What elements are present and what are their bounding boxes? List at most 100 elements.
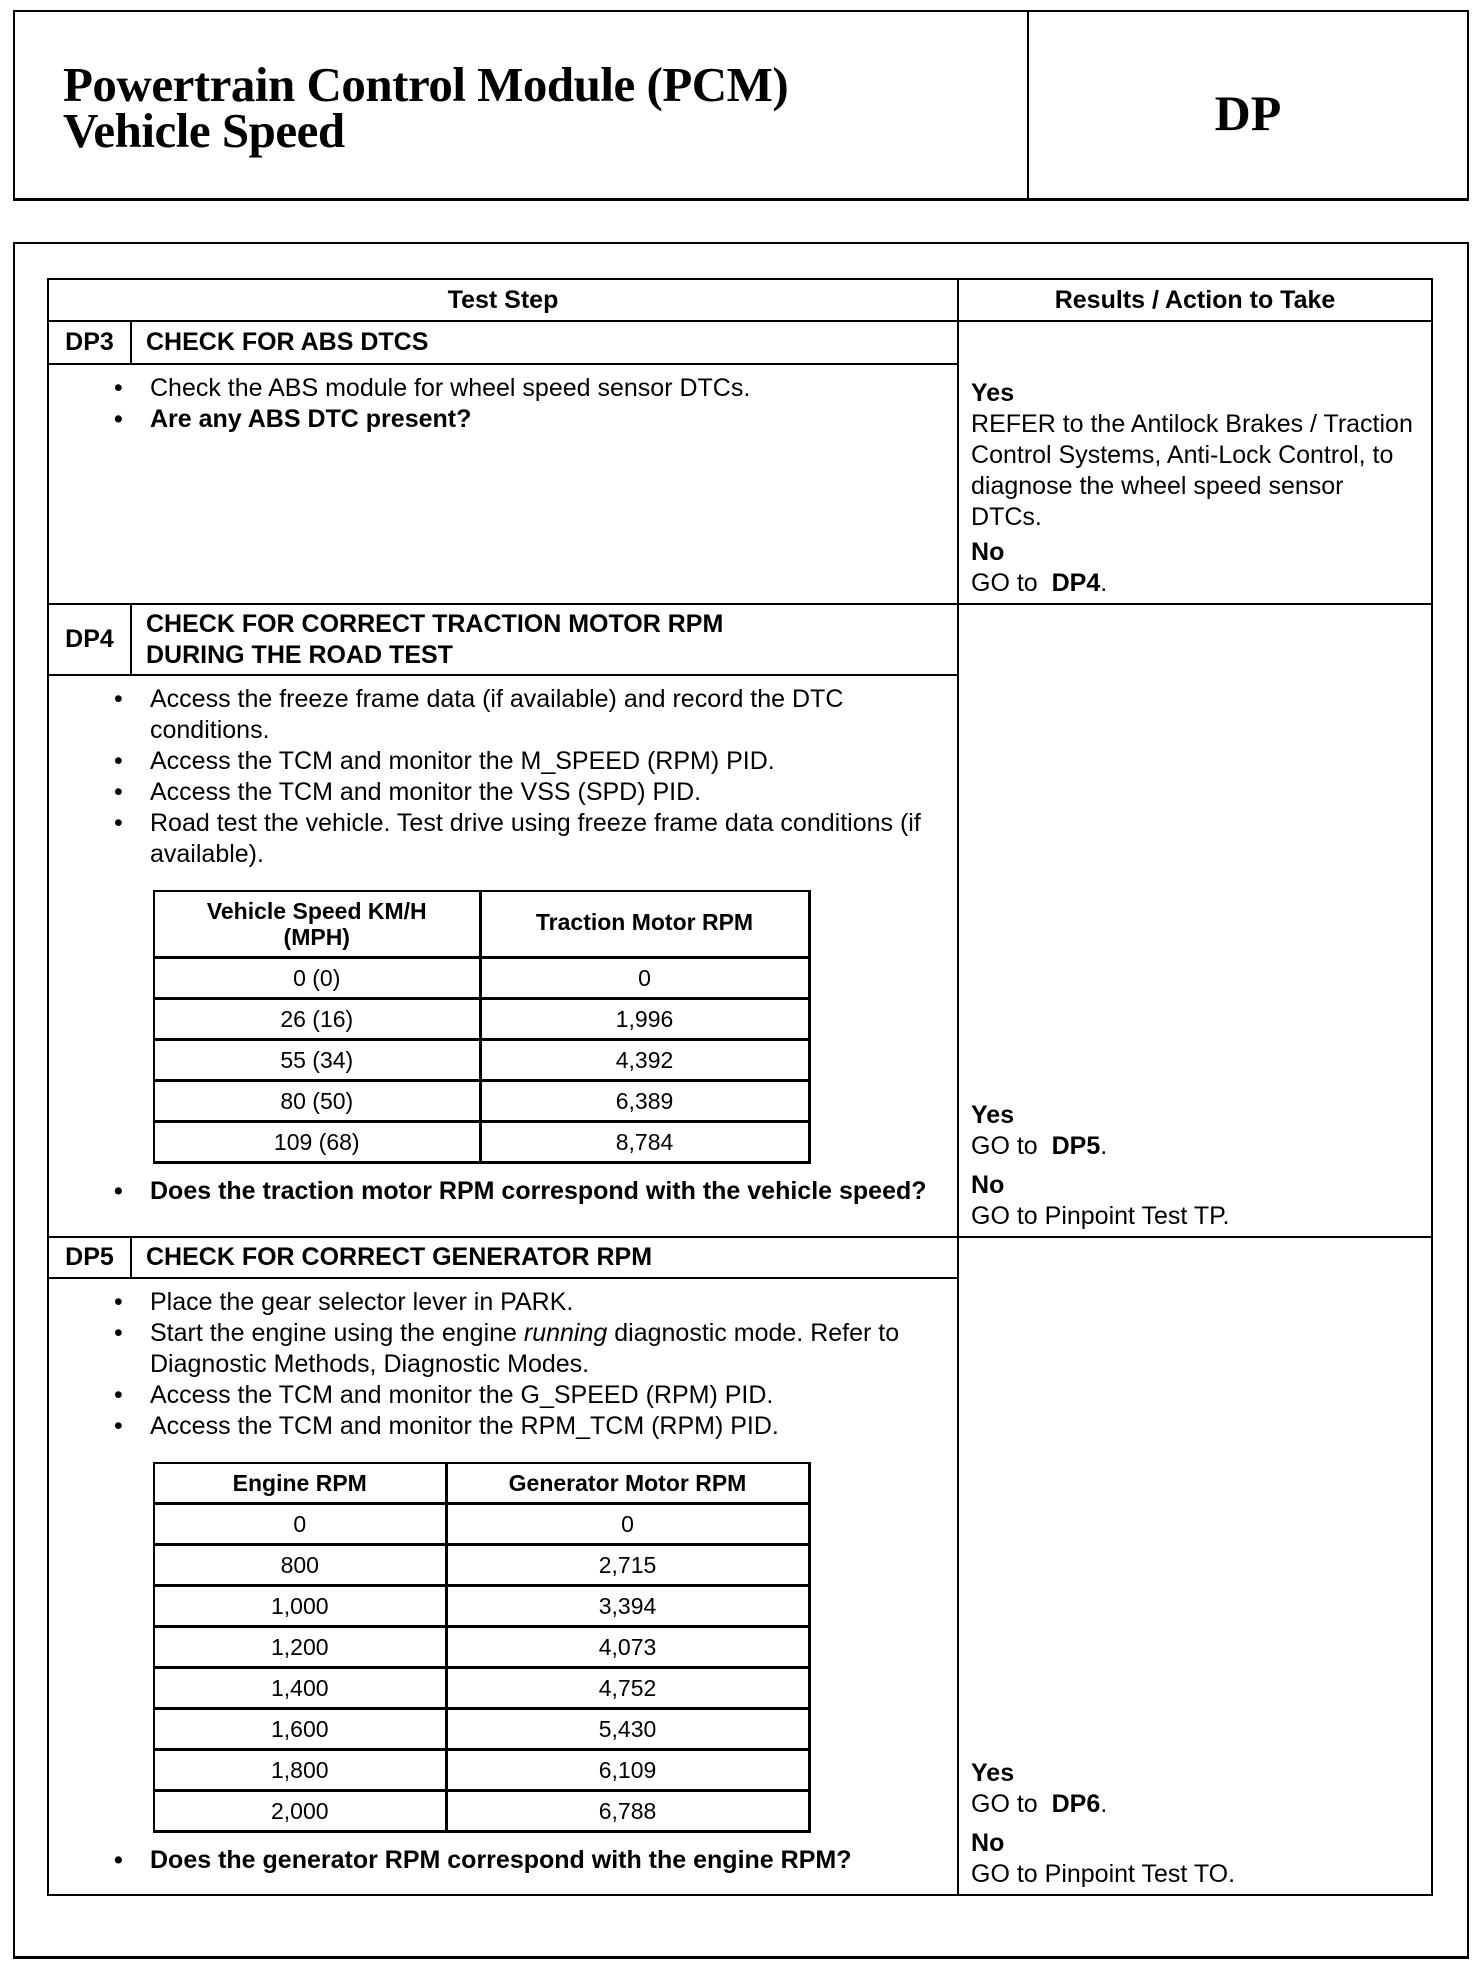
table-row: 1,800 6,109	[153, 1748, 811, 1792]
bullet-item: Place the gear selector lever in PARK.	[114, 1287, 937, 1318]
punct: .	[1100, 1790, 1108, 1818]
cell: 6,109	[445, 1748, 811, 1792]
table-row: 109 (68) 8,784	[153, 1120, 811, 1164]
cell: 6,389	[479, 1079, 811, 1123]
cell: 8,784	[479, 1120, 811, 1164]
cell: 3,394	[445, 1584, 811, 1628]
speed-rpm-table: Vehicle Speed KM/H (MPH) Traction Motor R…	[153, 890, 811, 1164]
bullet-item: Start the engine using the engine runnin…	[114, 1318, 937, 1380]
step-header-dp3: DP3 CHECK FOR ABS DTCS Yes REFER to the …	[47, 320, 1434, 605]
goto-link[interactable]: DP4	[1051, 569, 1101, 597]
step-question: Does the generator RPM correspond with t…	[114, 1845, 937, 1876]
text: diagnostic mode. Refer to Diagnostic Met…	[150, 1319, 900, 1378]
step-results: Yes GO to DP6. No GO to Pinpoint Test TO…	[957, 1236, 1434, 1896]
step-body-dp5: Place the gear selector lever in PARK. S…	[46, 1277, 1432, 1896]
bullet-item: Access the TCM and monitor the M_SPEED (…	[114, 746, 937, 777]
bullet-item: Check the ABS module for wheel speed sen…	[114, 373, 937, 404]
col-traction-rpm: Traction Motor RPM	[479, 890, 811, 959]
header-divider	[1027, 12, 1029, 198]
yes-label: Yes	[971, 1101, 1015, 1129]
cell: 26 (16)	[153, 997, 482, 1041]
cell: 0	[479, 956, 811, 1000]
test-step-table: Test Step Results / Action to Take DP3 C…	[46, 278, 1434, 1896]
cell: 2,000	[153, 1789, 448, 1833]
content-frame	[13, 242, 1469, 1959]
cell: 800	[153, 1543, 448, 1587]
step-number: DP5	[47, 1236, 132, 1279]
section-code: DP	[1214, 85, 1282, 141]
cell: 0	[153, 1502, 448, 1546]
table-row: 1,400 4,752	[153, 1666, 811, 1710]
step-body-dp3: Check the ABS module for wheel speed sen…	[46, 363, 1432, 605]
no-action: GO to Pinpoint Test TP.	[971, 1202, 1230, 1230]
cell: 4,752	[445, 1666, 811, 1710]
step-question: Does the traction motor RPM correspond w…	[114, 1176, 937, 1207]
bullet-item: Access the TCM and monitor the VSS (SPD)…	[114, 777, 937, 808]
col-generator-rpm: Generator Motor RPM	[445, 1462, 811, 1505]
cell: 0 (0)	[153, 956, 482, 1000]
yes-action: GO to DP5.	[971, 1131, 1419, 1162]
no-action: GO to Pinpoint Test TO.	[971, 1860, 1236, 1888]
table-header-row: Test Step Results / Action to Take	[46, 278, 1434, 322]
bullet-item: Road test the vehicle. Test drive using …	[114, 808, 937, 870]
col-results: Results / Action to Take	[957, 278, 1434, 322]
step-results: Yes REFER to the Antilock Brakes / Tract…	[957, 320, 1434, 605]
title-line-1: Powertrain Control Module (PCM)	[63, 57, 789, 112]
cell: 4,392	[479, 1038, 811, 1082]
goto-text: GO to	[971, 1790, 1038, 1818]
cell: 109 (68)	[153, 1120, 482, 1164]
cell: 6,788	[445, 1789, 811, 1833]
cell: 4,073	[445, 1625, 811, 1669]
page-header: Powertrain Control Module (PCM) Vehicle …	[13, 10, 1469, 201]
step-header-dp5: DP5 CHECK FOR CORRECT GENERATOR RPM Yes …	[47, 1236, 1434, 1896]
step-instructions: Place the gear selector lever in PARK. S…	[46, 1277, 960, 1896]
cell: 5,430	[445, 1707, 811, 1751]
cell: 1,200	[153, 1625, 448, 1669]
yes-action: REFER to the Antilock Brakes / Traction …	[971, 410, 1413, 531]
punct: .	[1100, 569, 1108, 597]
cell: 80 (50)	[153, 1079, 482, 1123]
step-instructions: Check the ABS module for wheel speed sen…	[46, 363, 960, 605]
col-test-step: Test Step	[46, 278, 960, 322]
title-line-2: Vehicle Speed	[63, 103, 345, 158]
table-row: 1,600 5,430	[153, 1707, 811, 1751]
cell: 1,000	[153, 1584, 448, 1628]
bullet-item: Access the TCM and monitor the G_SPEED (…	[114, 1380, 937, 1411]
cell: 1,800	[153, 1748, 448, 1792]
table-row: 26 (16) 1,996	[153, 997, 811, 1041]
cell: 1,600	[153, 1707, 448, 1751]
goto-link[interactable]: DP5	[1051, 1132, 1101, 1160]
table-row: 55 (34) 4,392	[153, 1038, 811, 1082]
table-row: 800 2,715	[153, 1543, 811, 1587]
step-question: Are any ABS DTC present?	[114, 404, 937, 435]
no-action: GO to DP4.	[971, 568, 1419, 599]
cell: 0	[445, 1502, 811, 1546]
cell: 1,996	[479, 997, 811, 1041]
step-title: CHECK FOR CORRECT GENERATOR RPM	[129, 1236, 960, 1279]
col-vehicle-speed: Vehicle Speed KM/H (MPH)	[153, 890, 482, 959]
no-label: No	[971, 1171, 1005, 1199]
table-row: 2,000 6,788	[153, 1789, 811, 1833]
yes-label: Yes	[971, 379, 1015, 407]
punct: .	[1100, 1132, 1108, 1160]
cell: 1,400	[153, 1666, 448, 1710]
yes-label: Yes	[971, 1759, 1015, 1787]
bullet-item: Access the freeze frame data (if availab…	[114, 684, 937, 746]
table-row: 0 (0) 0	[153, 956, 811, 1000]
no-label: No	[971, 1829, 1005, 1857]
step-title: CHECK FOR ABS DTCS	[129, 320, 960, 365]
goto-link[interactable]: DP6	[1051, 1790, 1101, 1818]
step-header-dp4: DP4 CHECK FOR CORRECT TRACTION MOTOR RPM…	[47, 603, 1434, 1238]
text: Start the engine using the engine	[150, 1319, 524, 1347]
goto-text: GO to	[971, 1132, 1038, 1160]
page-title: Powertrain Control Module (PCM) Vehicle …	[63, 57, 789, 158]
table-row: 1,000 3,394	[153, 1584, 811, 1628]
step-title: CHECK FOR CORRECT TRACTION MOTOR RPM DUR…	[129, 603, 960, 676]
yes-action: GO to DP6.	[971, 1789, 1419, 1820]
step-instructions: Access the freeze frame data (if availab…	[46, 674, 960, 1238]
bullet-item: Access the TCM and monitor the RPM_TCM (…	[114, 1411, 937, 1442]
cell: 55 (34)	[153, 1038, 482, 1082]
cell: 2,715	[445, 1543, 811, 1587]
